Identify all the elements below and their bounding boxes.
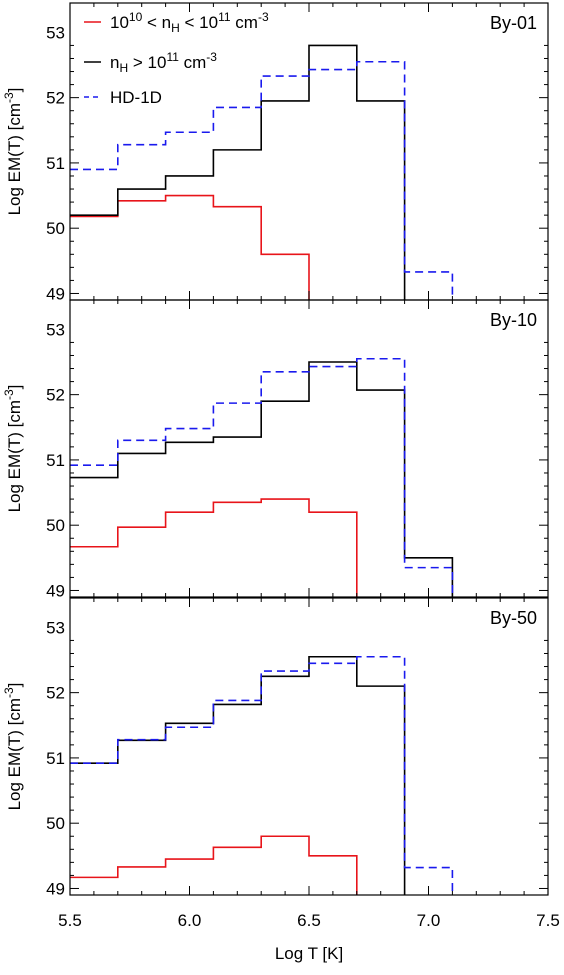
- y-tick-label: 52: [46, 386, 65, 405]
- legend-text-part: > 10: [128, 53, 166, 72]
- x-tick-label: 6.0: [178, 911, 202, 930]
- series-line-red: [70, 194, 310, 300]
- y-axis-label-sup: -3: [2, 92, 16, 103]
- legend-label-black: nH > 1011 cm-3: [110, 50, 217, 75]
- panel-label: By-01: [490, 13, 537, 33]
- legend-sup: 11: [166, 50, 179, 64]
- legend-text-part: 10: [110, 13, 129, 32]
- y-axis-label-main: Log EM(T) [cm: [5, 698, 24, 810]
- x-tick-label: 7.5: [536, 911, 560, 930]
- y-tick-label: 50: [46, 219, 65, 238]
- y-tick-label: 51: [46, 451, 65, 470]
- y-axis-label: Log EM(T) [cm-3]: [2, 385, 24, 513]
- series-line-blue: [70, 357, 454, 597]
- panel-frame: [69, 299, 549, 598]
- legend-label-red: 1010 < nH < 1011 cm-3: [110, 10, 269, 35]
- y-axis-label-sup: -3: [2, 687, 16, 698]
- y-axis-label: Log EM(T) [cm-3]: [2, 88, 24, 216]
- y-tick-label: 53: [46, 618, 65, 637]
- x-tick-label: 5.5: [58, 911, 82, 930]
- y-tick-label: 49: [46, 581, 65, 600]
- x-tick-label: 7.0: [417, 911, 441, 930]
- series-line-black: [70, 655, 406, 895]
- y-axis-label-end: ]: [5, 683, 24, 688]
- series-line-blue: [70, 60, 454, 300]
- y-tick-label: 53: [46, 320, 65, 339]
- y-tick-label: 53: [46, 23, 65, 42]
- y-tick-label: 50: [46, 516, 65, 535]
- panel-2: 49 50 51 52 53 Log EM(T) [cm-3] By-10: [2, 299, 549, 600]
- y-axis-label-main: Log EM(T) [cm: [5, 103, 24, 215]
- legend-sup: 11: [218, 10, 231, 24]
- legend: 1010 < nH < 1011 cm-3nH > 1011 cm-3HD-1D: [84, 10, 269, 107]
- series-line-black: [70, 44, 406, 300]
- legend-text-part: < n: [142, 13, 171, 32]
- legend-text-part: < 10: [180, 13, 218, 32]
- y-axis-label: Log EM(T) [cm-3]: [2, 683, 24, 811]
- legend-text-part: cm: [179, 53, 206, 72]
- y-tick-label: 49: [46, 284, 65, 303]
- y-axis-label-end: ]: [5, 385, 24, 390]
- panel-label: By-10: [490, 310, 537, 330]
- legend-sup: -3: [258, 10, 269, 24]
- legend-text-part: cm: [231, 13, 258, 32]
- panel-3: 49 50 51 52 53 Log EM(T) [cm-3] By-50: [2, 597, 549, 898]
- legend-sub: H: [119, 61, 128, 75]
- y-tick-label: 52: [46, 89, 65, 108]
- x-tick-label: 6.5: [297, 911, 321, 930]
- legend-sub: H: [171, 21, 180, 35]
- series-line-black: [70, 361, 454, 597]
- legend-sup: 10: [129, 10, 143, 24]
- legend-text-part: n: [110, 53, 119, 72]
- panel-label: By-50: [490, 608, 537, 628]
- y-axis-label-end: ]: [5, 88, 24, 93]
- y-axis-label-main: Log EM(T) [cm: [5, 400, 24, 512]
- series-line-red: [70, 498, 358, 597]
- legend-label-blue: HD-1D: [110, 88, 162, 107]
- y-tick-label: 52: [46, 684, 65, 703]
- y-tick-label: 50: [46, 814, 65, 833]
- y-axis-label-sup: -3: [2, 389, 16, 400]
- series-line-red: [70, 835, 358, 895]
- y-tick-label: 51: [46, 749, 65, 768]
- series-line-blue: [70, 655, 454, 895]
- legend-sup: -3: [206, 50, 217, 64]
- y-tick-label: 51: [46, 154, 65, 173]
- y-tick-label: 49: [46, 879, 65, 898]
- x-axis-label: Log T [K]: [275, 944, 343, 963]
